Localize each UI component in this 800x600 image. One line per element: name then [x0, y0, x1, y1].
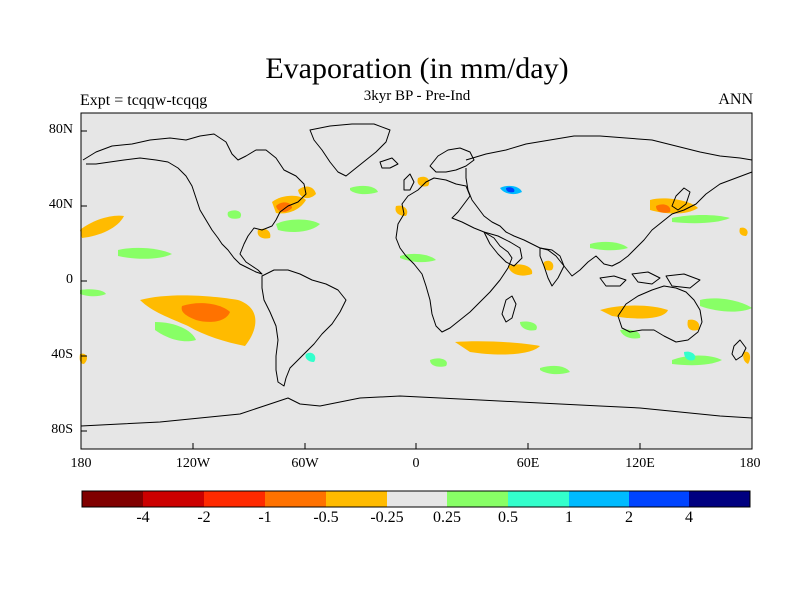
- coastline: [429, 147, 475, 173]
- anomaly-patch: [600, 305, 668, 319]
- anomaly-patch: [400, 253, 436, 263]
- anomaly-patch: [540, 365, 570, 375]
- coastline: [465, 168, 753, 277]
- x-tick-label: 120E: [625, 456, 655, 471]
- anomaly-patch: [700, 298, 752, 312]
- colorbar-box: [569, 491, 629, 507]
- colorbar-label: -1: [258, 509, 272, 526]
- x-tick-label: 120W: [175, 456, 211, 471]
- anomaly-patch: [455, 341, 540, 355]
- colorbar-box: [143, 491, 204, 507]
- colorbar-label: -2: [197, 509, 211, 526]
- coastline: [731, 339, 747, 361]
- colorbar-label: -4: [136, 509, 150, 526]
- map-subtitle: 3kyr BP - Pre-Ind: [363, 88, 471, 104]
- anomaly-patch: [417, 176, 430, 187]
- anomaly-patch: [140, 295, 256, 346]
- coastline: [82, 133, 307, 275]
- colorbar-box: [447, 491, 508, 507]
- x-tick-label: 180: [739, 456, 761, 471]
- coastline: [395, 177, 513, 333]
- anomaly-patch: [257, 228, 271, 239]
- colorbar-label: 1: [565, 509, 573, 526]
- y-tick-label: 0: [66, 272, 73, 287]
- anomaly-patches: [79, 176, 752, 375]
- anomaly-patch: [739, 227, 748, 236]
- season-label: ANN: [718, 91, 753, 108]
- colorbar-label: 0.25: [433, 509, 461, 526]
- anomaly-patch: [155, 322, 196, 342]
- x-tick-label: 60W: [291, 456, 319, 471]
- y-tick-label: 80S: [51, 422, 73, 437]
- anomaly-patch: [743, 351, 751, 364]
- anomaly-patch: [118, 247, 172, 259]
- colorbar-box: [326, 491, 387, 507]
- coastline: [80, 395, 753, 427]
- anomaly-patch: [276, 219, 320, 232]
- experiment-label: Expt = tcqqw-tcqqg: [80, 92, 208, 109]
- coastline: [403, 173, 415, 191]
- coastline: [671, 187, 691, 211]
- coastline: [631, 271, 661, 285]
- colorbar-label: -0.25: [370, 509, 404, 526]
- colorbar-box: [629, 491, 689, 507]
- anomaly-patch: [80, 215, 124, 238]
- anomaly-patch: [684, 351, 696, 361]
- anomaly-patch: [227, 210, 242, 219]
- anomaly-patch: [506, 187, 515, 193]
- anomaly-patch: [543, 260, 554, 271]
- colorbar-label: -0.5: [313, 509, 339, 526]
- anomaly-patch: [672, 215, 730, 224]
- coastline: [617, 285, 703, 343]
- colorbar-label: 0.5: [498, 509, 518, 526]
- colorbar-box: [387, 491, 447, 507]
- coastline: [501, 295, 517, 323]
- anomaly-patch: [672, 355, 722, 366]
- coastline: [483, 231, 523, 267]
- anomaly-patch: [305, 352, 316, 362]
- colorbar: [81, 490, 751, 508]
- anomaly-patch: [276, 202, 292, 212]
- map-title: Evaporation (in mm/day): [265, 52, 569, 85]
- map-background: [81, 113, 752, 449]
- x-tick-label: 60E: [516, 456, 540, 471]
- x-tick-label: 0: [412, 456, 420, 471]
- coastlines: [80, 123, 753, 427]
- anomaly-patch: [656, 204, 671, 213]
- anomaly-patch: [508, 264, 533, 276]
- anomaly-patch: [620, 329, 641, 339]
- coastline: [539, 247, 565, 287]
- anomaly-patch: [181, 303, 230, 322]
- anomaly-patch: [350, 185, 378, 195]
- x-tick-label: 180: [70, 456, 92, 471]
- anomaly-patch: [430, 358, 447, 367]
- coastline: [599, 275, 627, 287]
- colorbar-box: [204, 491, 265, 507]
- coastline: [465, 135, 753, 161]
- coastline: [309, 123, 391, 177]
- y-tick-label: 40N: [48, 197, 73, 212]
- colorbar-box: [689, 491, 750, 507]
- coastline: [379, 157, 399, 169]
- coastline: [665, 273, 701, 289]
- colorbar-label: 2: [625, 509, 633, 526]
- anomaly-patch: [298, 186, 316, 199]
- anomaly-patch: [687, 319, 700, 331]
- colorbar-frame: [81, 490, 751, 508]
- anomaly-patch: [520, 321, 537, 331]
- y-tick-label: 40S: [51, 347, 73, 362]
- colorbar-box: [82, 491, 143, 507]
- coastline: [261, 269, 347, 387]
- anomaly-patch: [80, 289, 106, 297]
- colorbar-box: [265, 491, 326, 507]
- anomaly-patch: [590, 241, 628, 251]
- axis-ticks: [80, 130, 753, 449]
- y-tick-label: 80N: [48, 122, 73, 137]
- colorbar-label: 4: [685, 509, 693, 526]
- colorbar-box: [508, 491, 569, 507]
